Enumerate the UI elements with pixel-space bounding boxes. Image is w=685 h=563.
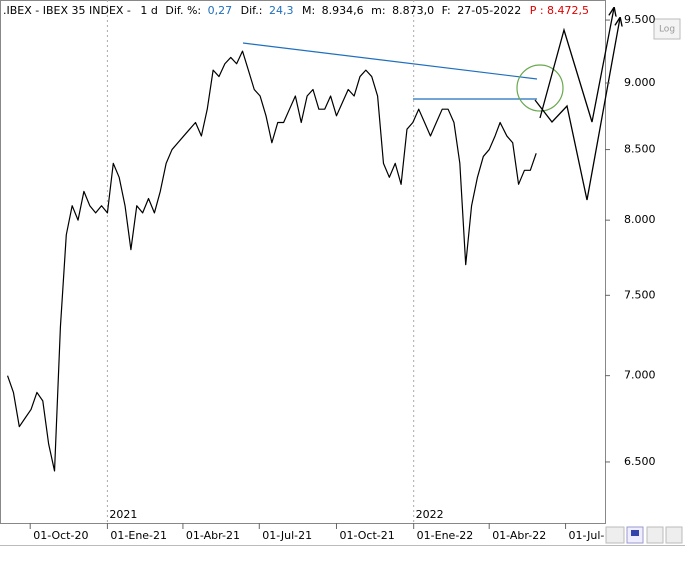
x-tick-label: 01-Ene-22 xyxy=(417,529,474,542)
symbol: .IBEX - IBEX 35 INDEX - xyxy=(3,4,131,17)
price-line xyxy=(6,50,537,472)
plot: 2021 2022 xyxy=(6,0,537,523)
value: 0,27 xyxy=(208,4,233,17)
x-tick-label: 01-Oct-21 xyxy=(339,529,394,542)
period: 1 d xyxy=(140,4,157,17)
label: m: xyxy=(371,4,385,17)
toolbar-button[interactable] xyxy=(605,526,625,544)
label: F: xyxy=(442,4,451,17)
log-button[interactable] xyxy=(653,18,681,40)
save-icon xyxy=(631,530,639,536)
x-tick-label: 01-Ene-21 xyxy=(110,529,167,542)
y-tick-label: 7.500 xyxy=(624,288,656,301)
y-tick-label: 9.000 xyxy=(624,76,656,89)
x-tick-label: 01-Jul- xyxy=(569,529,605,542)
x-tick-label: 01-Abr-22 xyxy=(492,529,546,542)
projection-arrow xyxy=(539,8,614,123)
y-tick-label: 6.500 xyxy=(624,455,656,468)
plot-area xyxy=(0,0,606,524)
header: .IBEX - IBEX 35 INDEX - 1 d Dif. %: 0,27… xyxy=(3,4,589,17)
x-tick-label: 01-Oct-20 xyxy=(33,529,88,542)
price: P : 8.472,5 xyxy=(530,4,589,17)
label: M: xyxy=(302,4,315,17)
value: 24,3 xyxy=(269,4,294,17)
toolbar-button[interactable] xyxy=(665,526,683,544)
year-label: 2021 xyxy=(109,508,137,521)
value: 8.934,6 xyxy=(322,4,364,17)
label: Dif. %: xyxy=(165,4,201,17)
settings-button[interactable] xyxy=(646,526,664,544)
y-tick-label: 8.500 xyxy=(624,143,656,156)
y-tick-label: 7.000 xyxy=(624,369,656,382)
y-tick-label: 9.500 xyxy=(624,13,656,26)
highlight-circle xyxy=(516,64,564,112)
y-tick-label: 8.000 xyxy=(624,213,656,226)
year-label: 2022 xyxy=(416,508,444,521)
value: 8.873,0 xyxy=(392,4,434,17)
x-tick-label: 01-Jul-21 xyxy=(262,529,312,542)
label: Dif.: xyxy=(241,4,263,17)
projection-arrow xyxy=(534,18,620,201)
log-button-label[interactable]: Log xyxy=(659,25,675,35)
trend-line xyxy=(242,42,538,80)
value: 27-05-2022 xyxy=(457,4,521,17)
x-tick-label: 01-Abr-21 xyxy=(186,529,240,542)
